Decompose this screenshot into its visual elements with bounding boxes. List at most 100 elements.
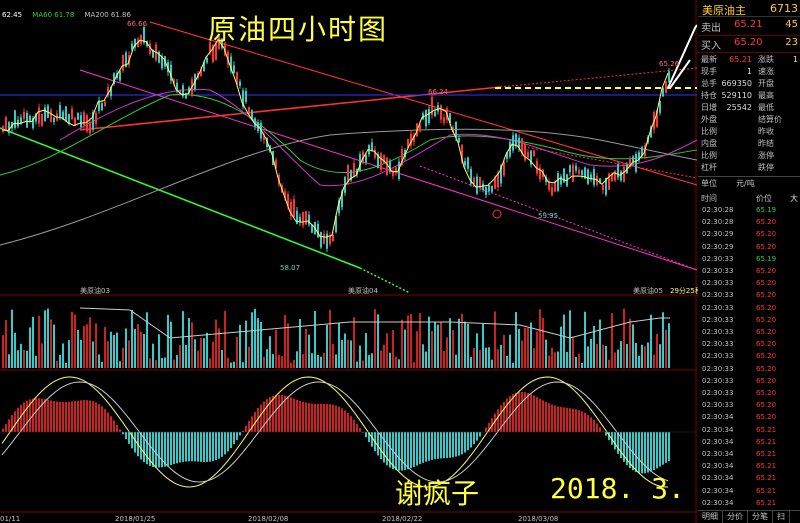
macd-bar [434,432,436,460]
tab-scan[interactable]: 扫 [773,511,790,523]
macd-bar [446,432,448,459]
volume-bar [281,356,283,368]
volume-bar [494,311,496,368]
macd-bar [458,432,460,456]
volume-bar [44,310,46,368]
macd-bar [77,400,79,432]
macd-bar [578,410,580,432]
tick-price: 65.19 [756,206,777,214]
stat-label: 内盘 [701,139,717,148]
macd-bar [587,414,589,432]
volume-bar [656,333,658,368]
macd-bar [545,401,547,432]
volume-bar [515,312,517,368]
tick-price: 65.20 [756,401,777,410]
volume-bar [347,339,349,368]
sell-quote[interactable]: 卖出 65.21 45 [698,19,800,34]
volume-bar [179,345,181,368]
macd-bar [269,397,271,432]
volume-bar [500,344,502,368]
volume-bar [395,356,397,368]
macd-bar [437,432,439,459]
volume-bar [47,308,49,368]
volume-bar [272,354,274,368]
volume-bar [197,350,199,368]
label-low-1: 58.07 [280,264,301,272]
stat-label-2: 速涨 [758,67,774,76]
tick-price: 65.20 [756,376,777,385]
macd-bar [569,408,571,432]
macd-bar [449,432,451,458]
volume-bar [164,357,166,368]
volume-bar [521,340,523,368]
tick-price: 65.19 [756,254,777,263]
tick-time: 02:30:33 [702,401,734,410]
volume-bar [98,354,100,368]
volume-bar [161,357,163,368]
macd-bar [359,427,361,432]
volume-bar [380,350,382,368]
volume-bar [545,339,547,368]
buy-label: 买入 [701,41,721,52]
macd-bar [605,432,607,436]
macd-bar [233,432,235,445]
panel-tabs: 明细 分价 分笔扫 [698,510,800,523]
volume-bar [53,324,55,368]
tick-price: 65.20 [756,291,777,300]
macd-bar [383,432,385,463]
volume-bar [83,325,85,368]
label-contract-1: 美原油03 [80,287,110,295]
tick-row: 02:30:34 65.21 [698,438,800,448]
volume-bar [365,333,367,368]
volume-bar [434,321,436,368]
volume-bar [89,317,91,368]
volume-bar [311,353,313,368]
tick-time: 02:30:28 [702,206,734,214]
macd-bar [488,422,490,432]
x-label-2: 2018/01/25 [115,515,156,523]
macd-bar [632,432,634,471]
macd-bar [209,432,211,462]
macd-bar [413,432,415,467]
buy-quote[interactable]: 买入 65.20 23 [698,37,800,52]
volume-bar [593,325,595,368]
tick-price: 65.21 [756,437,777,446]
macd-bar [542,400,544,432]
stat-value: 669350 [721,79,752,88]
macd-bar [263,401,265,432]
unit-label: 单位 [701,179,717,188]
price-chart[interactable] [0,0,697,523]
volume-bar [284,315,286,368]
volume-bar [647,342,649,368]
label-low-2: 59.95 [538,212,559,220]
tab-detail[interactable]: 明细 [698,511,723,523]
sell-price: 65.21 [734,19,763,30]
macd-bar [80,400,82,432]
volume-bar [401,319,403,368]
macd-bar [389,432,391,468]
stat-label: 外盘 [701,115,717,124]
volume-bar [56,360,58,368]
volume-bar [176,355,178,368]
volume-bar [299,318,301,368]
macd-bar [647,432,649,473]
macd-bar [344,410,346,432]
tick-row: 02:30:33 65.20 [698,365,800,375]
macd-bar [356,423,358,432]
volume-bar [566,351,568,368]
macd-bar [179,432,181,463]
macd-bar [254,412,256,432]
volume-bar [242,362,244,368]
unit-row: 单位 元/吨 [698,178,800,190]
tab-ticks[interactable]: 分笔 [748,511,773,523]
volume-bar [338,322,340,368]
macd-bar [659,432,661,467]
macd-bar [65,402,67,432]
volume-bar [341,339,343,368]
volume-bar [170,321,172,368]
macd-bar [656,432,658,469]
volume-bars [2,308,670,368]
volume-bar [302,354,304,368]
volume-bar [350,340,352,368]
tab-price[interactable]: 分价 [723,511,748,523]
